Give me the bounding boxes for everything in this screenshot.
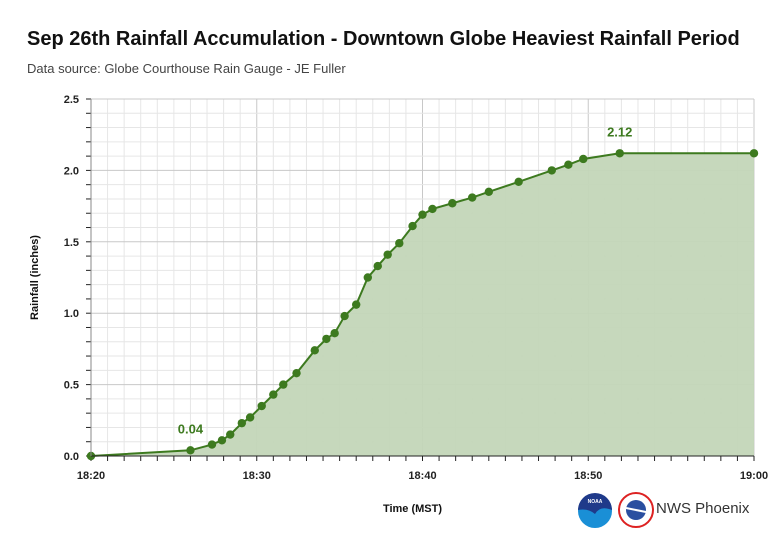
- data-point: [245, 413, 255, 422]
- data-point: [226, 430, 235, 439]
- data-point: [292, 368, 301, 378]
- noaa-logo-top: [578, 493, 612, 514]
- data-label: 0.04: [178, 421, 204, 436]
- data-point: [408, 221, 417, 231]
- y-axis-title: Rainfall (inches): [29, 235, 41, 320]
- data-point: [310, 346, 319, 355]
- data-point: [547, 166, 556, 175]
- data-point: [279, 380, 288, 389]
- data-point: [186, 446, 195, 455]
- data-point: [383, 250, 392, 259]
- y-tick-label: 0.5: [64, 380, 79, 392]
- data-point: [448, 199, 457, 208]
- data-point: [352, 300, 361, 309]
- data-point: [322, 334, 331, 344]
- data-point: [484, 187, 493, 197]
- noaa-logo-text: NOAA: [588, 499, 603, 505]
- data-point: [428, 204, 437, 214]
- data-point: [615, 149, 624, 158]
- x-tick-label: 18:40: [408, 470, 436, 482]
- series-area: [91, 153, 754, 456]
- chart-subtitle: Data source: Globe Courthouse Rain Gauge…: [27, 61, 346, 76]
- data-point: [340, 311, 349, 321]
- x-tick-label: 18:50: [574, 470, 602, 482]
- x-tick-label: 18:20: [77, 470, 105, 482]
- data-point: [418, 210, 427, 219]
- data-point: [363, 273, 373, 282]
- data-point: [579, 154, 588, 164]
- nws-logo-bolt: [625, 507, 647, 513]
- data-point: [373, 261, 382, 271]
- chart-title: Sep 26th Rainfall Accumulation - Downtow…: [27, 28, 740, 50]
- data-point: [330, 328, 339, 338]
- data-label: 2.12: [607, 124, 632, 139]
- credit-text: NWS Phoenix: [656, 500, 750, 517]
- data-point: [207, 440, 217, 449]
- data-point: [237, 418, 247, 428]
- data-point: [395, 239, 404, 248]
- data-point: [217, 436, 227, 445]
- y-tick-label: 2.0: [64, 165, 79, 177]
- data-point: [514, 177, 523, 187]
- y-tick-label: 0.0: [64, 451, 79, 463]
- data-point: [257, 401, 266, 411]
- x-tick-label: 19:00: [740, 470, 768, 482]
- data-point: [468, 193, 477, 202]
- y-tick-label: 1.0: [64, 308, 79, 320]
- x-tick-label: 18:30: [243, 470, 271, 482]
- data-point: [749, 149, 759, 158]
- x-axis-title: Time (MST): [383, 503, 442, 515]
- data-point: [269, 390, 278, 399]
- data-point: [564, 160, 573, 169]
- y-tick-label: 1.5: [64, 237, 79, 249]
- y-tick-label: 2.5: [64, 94, 79, 106]
